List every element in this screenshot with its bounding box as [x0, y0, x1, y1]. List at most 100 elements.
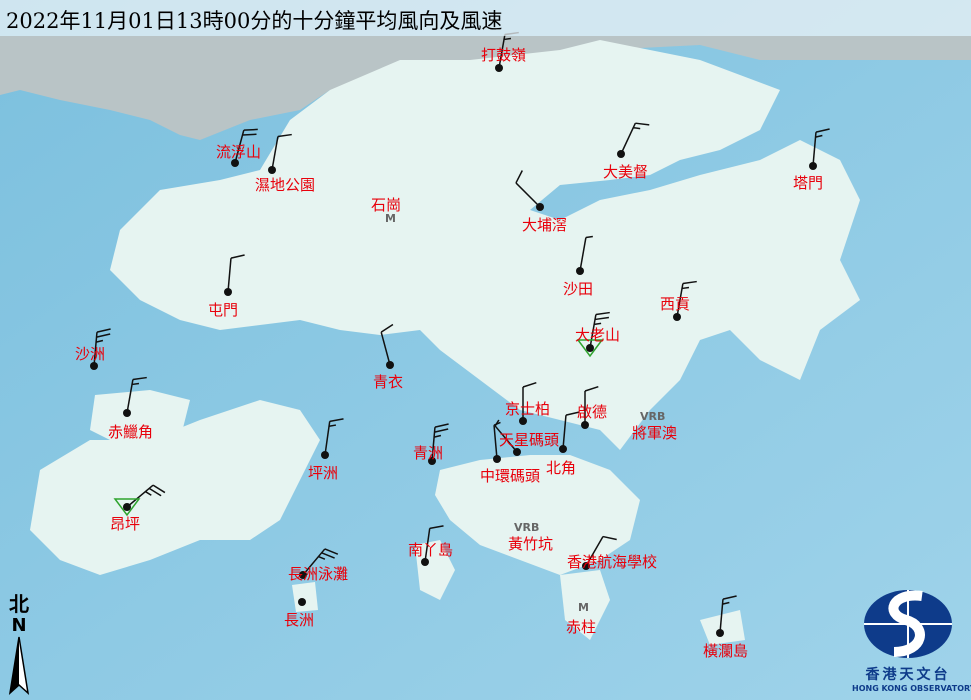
station-17 [321, 418, 344, 459]
wind-barb-full-feather [522, 381, 537, 388]
wind-barb-half-feather [594, 322, 602, 326]
station-label: 沙田 [563, 280, 594, 298]
land-cheung-chau [292, 582, 318, 612]
station-12 [123, 376, 147, 417]
wind-barb-staff [676, 283, 684, 318]
station-dot-icon [268, 166, 276, 174]
station-label: 京士柏 [505, 400, 551, 418]
wind-barb-staff [498, 34, 506, 69]
station-dot-icon [231, 159, 239, 167]
wind-barb-staff [585, 536, 604, 567]
land-new-territories [110, 40, 860, 450]
station-label: 屯門 [208, 301, 239, 319]
mainland-shenzhen [0, 36, 971, 140]
station-label: 南丫島 [408, 541, 454, 559]
station-22 [582, 535, 617, 570]
station-dot-icon [513, 448, 521, 456]
station-dot-icon [386, 361, 394, 369]
station-7 [224, 254, 245, 296]
title-bar: 2022年11月01日13時00分的十分鐘平均風向及風速 [0, 0, 971, 36]
place-label: 將軍澳 [632, 424, 678, 442]
wind-barb-staff [494, 425, 518, 453]
station-dot-icon [90, 362, 98, 370]
wind-barb-staff [620, 122, 637, 155]
wind-barb-half-feather [131, 382, 140, 386]
station-23 [299, 548, 339, 579]
station-label: 啟德 [577, 403, 608, 421]
station-dot-icon [493, 455, 501, 463]
station-dot-icon [673, 313, 681, 321]
wind-barb-staff [812, 132, 817, 167]
land-hk-island [435, 455, 640, 575]
station-label: 打鼓嶺 [481, 46, 527, 64]
station-dot-icon [298, 598, 306, 606]
station-25 [716, 595, 737, 637]
wind-barb-full-feather [242, 133, 257, 136]
station-dot-icon [299, 571, 307, 579]
station-20 [113, 484, 166, 517]
station-dot-icon [586, 344, 594, 352]
wind-barb-half-feather [144, 490, 152, 496]
station-label: 昂坪 [110, 515, 141, 533]
land-waglan [700, 610, 745, 645]
place-label: 赤柱 [566, 618, 597, 636]
wind-barb-staff [302, 548, 326, 576]
wind-barb-full-feather [682, 280, 697, 285]
wind-barb-half-feather [328, 424, 337, 428]
wind-barb-half-feather [585, 235, 593, 239]
station-dot-icon [617, 150, 625, 158]
wind-barb-staff [227, 258, 232, 293]
station-24 [298, 598, 306, 606]
wind-barb-half-feather [815, 134, 823, 138]
station-label: 中環碼頭 [480, 467, 541, 485]
station-2 [268, 133, 292, 174]
station-label: 橫瀾島 [703, 642, 749, 660]
station-dot-icon [582, 562, 590, 570]
wind-barb-full-feather [565, 411, 580, 416]
north-label-zh: 北 [9, 592, 29, 616]
station-14 [581, 385, 599, 429]
hko-logo: 香港天文台 HONG KONG OBSERVATORY [852, 588, 971, 693]
wind-marker: VRB [514, 521, 540, 534]
station-dot-icon [536, 203, 544, 211]
station-6 [576, 235, 593, 275]
station-label: 長洲泳灘 [288, 565, 349, 583]
station-label: 赤鱲角 [108, 423, 154, 441]
wind-barb-half-feather [95, 339, 104, 343]
wind-barb-full-feather [96, 328, 111, 333]
wind-barb-full-feather [96, 333, 111, 338]
station-10 [90, 328, 111, 370]
wind-barb-full-feather [148, 487, 162, 497]
place-label: 石崗 [371, 196, 402, 214]
station-13 [519, 381, 537, 425]
wind-barb-full-feather [635, 122, 650, 126]
station-label: 長洲 [284, 611, 315, 629]
wind-barb-staff [380, 331, 391, 366]
wind-barb-half-feather [433, 434, 442, 438]
station-dot-icon [123, 409, 131, 417]
wind-barb-full-feather [230, 254, 245, 259]
station-11 [380, 323, 394, 369]
wind-barb-full-feather [380, 323, 394, 333]
wind-barb-half-feather [681, 286, 690, 290]
station-label: 流浮山 [216, 143, 262, 161]
hko-logo-icon [864, 590, 952, 658]
wind-barb-staff [719, 599, 724, 634]
station-label: 坪洲 [308, 464, 339, 482]
map-title: 2022年11月01日13時00分的十分鐘平均風向及風速 [6, 9, 503, 33]
station-dot-icon [716, 629, 724, 637]
wind-barb-full-feather [594, 316, 610, 321]
wind-barb-half-feather [722, 601, 730, 605]
station-dot-icon [559, 445, 567, 453]
wind-barb-staff [579, 237, 587, 272]
wind-barb-full-feather [324, 548, 339, 555]
wind-barb-full-feather [602, 535, 617, 541]
station-label: 青衣 [373, 373, 404, 391]
station-label: 沙洲 [75, 345, 106, 363]
land-stanley [560, 570, 610, 640]
wind-barb-staff [431, 427, 436, 462]
wind-barb-full-feather [132, 376, 147, 381]
wind-barb-full-feather [584, 385, 599, 392]
land-chek-lap-kok [90, 390, 190, 445]
